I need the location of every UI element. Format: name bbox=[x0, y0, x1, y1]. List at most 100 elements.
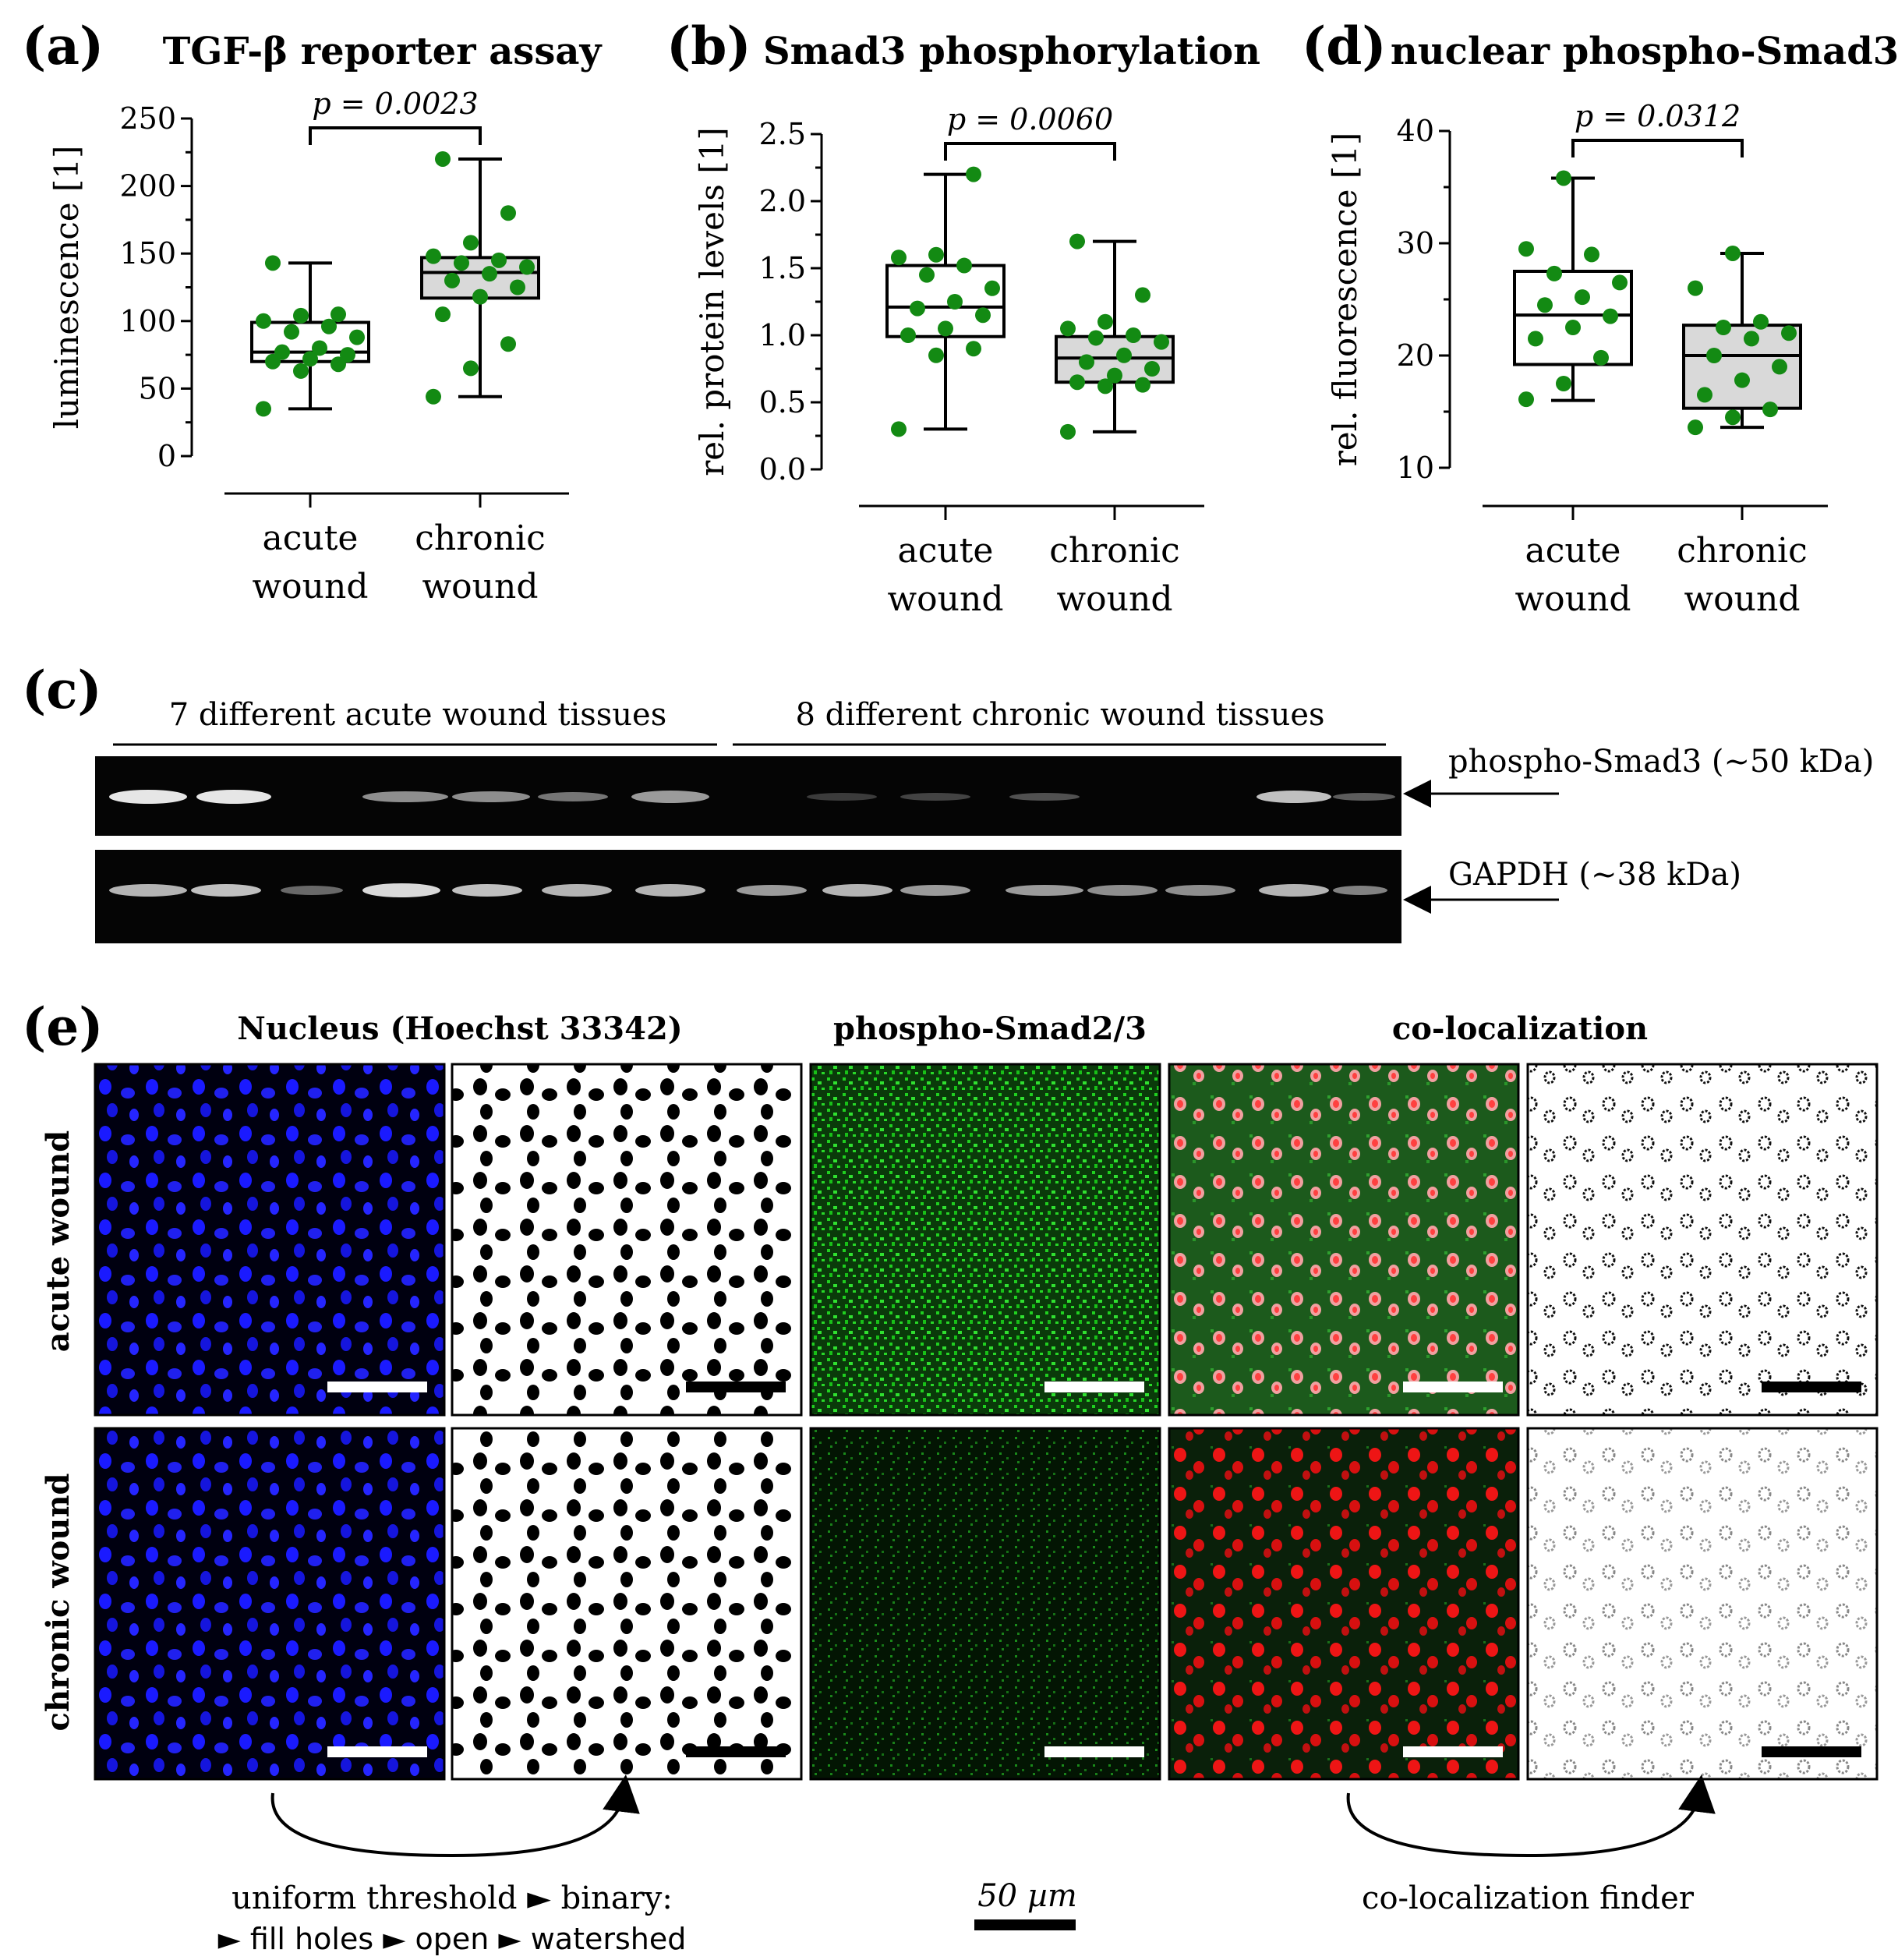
scale-bars bbox=[327, 1382, 1861, 1757]
y-tick-label: 2.0 bbox=[759, 184, 806, 218]
blot-band bbox=[362, 883, 440, 897]
data-point bbox=[1097, 378, 1113, 394]
data-point bbox=[1518, 241, 1534, 257]
image-chronic-binary bbox=[451, 1427, 803, 1781]
x-tick-label: chronic bbox=[1677, 531, 1808, 571]
data-point bbox=[928, 246, 944, 263]
panel-d: (d) nuclear phospho-Smad3 10 20 30 40 rel. f… bbox=[1302, 16, 1898, 619]
x-tick-label: acute bbox=[898, 531, 994, 571]
data-point bbox=[482, 266, 497, 282]
blot-band bbox=[196, 790, 271, 804]
data-point bbox=[1593, 349, 1609, 366]
x-tick-label: acute bbox=[263, 518, 359, 558]
data-point bbox=[1069, 374, 1085, 391]
significance-bracket bbox=[1571, 139, 1744, 157]
blot-band bbox=[542, 884, 612, 897]
data-point bbox=[463, 235, 479, 251]
p-value-label: p = 0.0312 bbox=[1575, 99, 1741, 133]
data-point bbox=[891, 421, 907, 437]
x-tick-label: acute bbox=[1525, 531, 1621, 571]
y-tick-label: 150 bbox=[119, 236, 176, 271]
blot-band bbox=[1009, 793, 1080, 801]
data-point bbox=[519, 259, 535, 275]
data-point bbox=[444, 272, 460, 288]
panel-d-title: nuclear phospho-Smad3 bbox=[1391, 30, 1898, 73]
scale-bar bbox=[1044, 1382, 1144, 1392]
data-point bbox=[1603, 308, 1618, 324]
data-point bbox=[1725, 409, 1741, 426]
data-point bbox=[1088, 330, 1104, 346]
data-point bbox=[312, 340, 327, 356]
y-axis-label: luminescence [1] bbox=[48, 146, 86, 430]
y-tick-label: 10 bbox=[1397, 451, 1434, 485]
panel-b-title: Smad3 phosphorylation bbox=[763, 30, 1260, 73]
x-tick-label: wound bbox=[1684, 579, 1801, 619]
data-point bbox=[1135, 287, 1150, 303]
y-tick-label: 20 bbox=[1397, 338, 1434, 373]
blot-band bbox=[1333, 886, 1387, 895]
data-point bbox=[265, 255, 281, 271]
scale-bar bbox=[686, 1382, 786, 1392]
data-point bbox=[1697, 387, 1712, 403]
data-point bbox=[463, 360, 479, 377]
blot-band bbox=[538, 792, 608, 801]
blot-band bbox=[1165, 885, 1235, 896]
panel-b-letter: (b) bbox=[666, 16, 751, 76]
y-tick-label: 1.5 bbox=[759, 251, 806, 285]
scale-legend-bar bbox=[974, 1919, 1076, 1930]
data-point bbox=[1612, 274, 1628, 291]
data-point bbox=[1565, 320, 1581, 335]
data-point bbox=[1107, 367, 1122, 384]
data-point bbox=[1556, 170, 1571, 186]
data-point bbox=[1060, 320, 1076, 337]
scale-label: 50 µm bbox=[977, 1878, 1077, 1914]
blot-band bbox=[1256, 791, 1331, 803]
x-tick-label: wound bbox=[888, 579, 1004, 619]
image-acute-coloc bbox=[1168, 1063, 1520, 1417]
y-tick-label: 40 bbox=[1397, 114, 1434, 148]
x-tick-label: wound bbox=[1057, 579, 1173, 619]
blot-band bbox=[737, 885, 807, 896]
process-arrow-left bbox=[270, 1774, 640, 1858]
data-point bbox=[1725, 245, 1741, 261]
data-point bbox=[435, 306, 451, 323]
y-tick-label: 30 bbox=[1397, 226, 1434, 260]
scale-bar bbox=[327, 1746, 427, 1757]
scale-bar bbox=[1044, 1746, 1144, 1757]
data-point bbox=[1584, 246, 1599, 263]
data-point bbox=[426, 388, 441, 405]
scale-bar bbox=[1403, 1382, 1503, 1392]
image-chronic-smad bbox=[809, 1427, 1161, 1781]
data-point bbox=[1144, 361, 1160, 377]
col-header-smad: phospho-Smad2/3 bbox=[833, 1010, 1147, 1047]
col-header-coloc: co-localization bbox=[1392, 1010, 1648, 1047]
data-point bbox=[891, 249, 907, 266]
y-tick-label: 0 bbox=[157, 439, 176, 473]
data-point bbox=[1556, 376, 1571, 391]
y-tick-label: 200 bbox=[119, 169, 176, 203]
blot-band bbox=[1259, 884, 1329, 897]
data-point bbox=[919, 267, 935, 283]
data-point bbox=[1781, 325, 1797, 341]
data-point bbox=[1060, 423, 1076, 440]
row-label-acute: acute wound bbox=[40, 1130, 76, 1352]
scale-bar bbox=[686, 1746, 786, 1757]
y-tick-label: 2.5 bbox=[759, 117, 806, 151]
image-chronic-coloc bbox=[1168, 1427, 1520, 1781]
blot-band bbox=[452, 791, 530, 802]
data-point bbox=[1546, 265, 1562, 281]
panel-b: (b) Smad3 phosphorylation 0.0 0.5 1.0 1.5 2.… bbox=[666, 16, 1260, 619]
blot-phospho-smad3-bands bbox=[109, 790, 1395, 804]
scale-bar bbox=[1762, 1382, 1861, 1392]
blot-band bbox=[281, 886, 343, 895]
data-point bbox=[1135, 377, 1150, 393]
data-point bbox=[330, 306, 346, 323]
col-header-nucleus: Nucleus (Hoechst 33342) bbox=[237, 1010, 682, 1047]
y-axis-label: rel. fluorescence [1] bbox=[1326, 133, 1364, 467]
data-point bbox=[472, 288, 488, 305]
data-point bbox=[293, 307, 309, 324]
blot-phospho-smad3 bbox=[95, 756, 1401, 836]
y-tick-label: 50 bbox=[139, 371, 176, 405]
data-point bbox=[928, 347, 944, 363]
p-value-label: p = 0.0060 bbox=[947, 102, 1113, 136]
